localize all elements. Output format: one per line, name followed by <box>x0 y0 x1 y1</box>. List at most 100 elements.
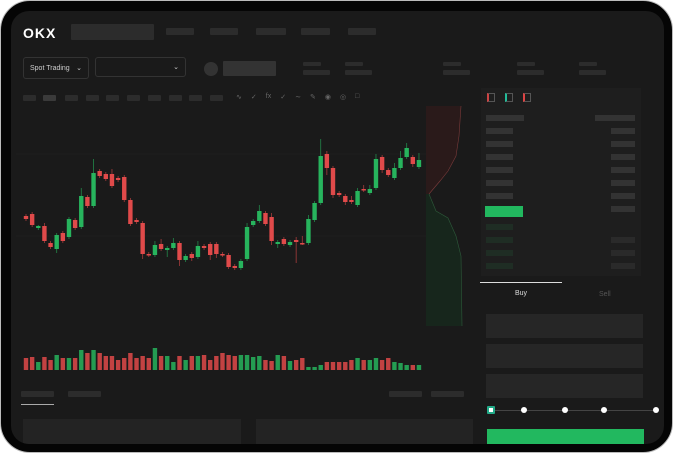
check-icon[interactable]: ✓ <box>250 94 257 101</box>
volume-bar <box>85 353 90 370</box>
ask-price <box>486 193 513 199</box>
candle <box>165 248 170 250</box>
buy-tab-underline <box>480 282 562 283</box>
tab-sell[interactable]: Sell <box>599 291 611 298</box>
slider-stop[interactable] <box>601 407 607 413</box>
candle <box>79 196 84 227</box>
timeframe-button[interactable] <box>189 95 202 101</box>
timeframe-button[interactable] <box>169 95 182 101</box>
assets-panel <box>256 419 473 444</box>
candle <box>85 197 90 206</box>
volume-bar <box>373 358 379 370</box>
volume-bar <box>398 363 403 370</box>
slider-stop[interactable] <box>562 407 568 413</box>
volume-bar <box>171 362 176 370</box>
candle <box>361 189 366 191</box>
chevron-down-icon: ⌄ <box>173 64 179 71</box>
nav-item[interactable] <box>301 28 330 35</box>
total-input[interactable] <box>486 374 643 398</box>
order-amount <box>611 154 635 160</box>
candle <box>330 168 336 195</box>
market-type-select[interactable]: Spot Trading ⌄ <box>23 57 89 79</box>
volume-bar <box>23 358 29 370</box>
volume-bar <box>355 358 360 370</box>
candle <box>373 159 379 188</box>
bids-depth-line <box>428 193 463 326</box>
bid-price <box>486 237 513 243</box>
tab-buy[interactable]: Buy <box>515 290 528 297</box>
amount-input[interactable] <box>486 344 643 368</box>
stat-label <box>345 62 363 66</box>
volume-bar <box>300 358 305 370</box>
candle <box>122 177 127 200</box>
fx-icon[interactable]: fx <box>265 93 272 100</box>
slider-stop[interactable] <box>653 407 659 413</box>
candle <box>134 220 139 222</box>
tab-option[interactable] <box>389 391 422 397</box>
candle <box>416 160 422 167</box>
tab-open-orders[interactable] <box>21 391 54 397</box>
candle <box>171 243 176 248</box>
timeframe-button[interactable] <box>148 95 161 101</box>
timeframe-button[interactable] <box>127 95 140 101</box>
bids-icon[interactable] <box>505 93 513 102</box>
candle <box>103 174 109 179</box>
volume-bar <box>60 358 66 370</box>
volume-bar <box>349 360 354 370</box>
order-amount <box>611 237 635 243</box>
candle <box>214 244 219 254</box>
candle <box>300 243 305 245</box>
volume-bar <box>275 355 280 370</box>
order-amount <box>611 128 635 134</box>
slider-handle[interactable] <box>487 406 495 414</box>
volume-bar <box>54 355 59 370</box>
candle <box>152 245 158 255</box>
line-icon[interactable]: ∼ <box>295 94 301 101</box>
volume-bar <box>103 356 109 370</box>
volume-bar <box>109 356 115 370</box>
timeframe-button[interactable] <box>106 95 119 101</box>
target-icon[interactable]: ◎ <box>339 94 347 101</box>
stat-value <box>345 70 372 75</box>
nav-item[interactable] <box>256 28 286 35</box>
both-sides-icon[interactable] <box>487 93 495 102</box>
nav-item[interactable] <box>166 28 194 35</box>
volume-bar <box>287 361 293 370</box>
candlestick-chart[interactable] <box>16 106 426 376</box>
volume-bar <box>97 353 102 370</box>
ask-price <box>486 180 513 186</box>
tab-order-history[interactable] <box>68 391 101 397</box>
order-amount <box>611 263 635 269</box>
timeframe-button[interactable] <box>86 95 99 101</box>
candle <box>72 220 78 228</box>
tab-option[interactable] <box>431 391 464 397</box>
volume-bar <box>410 365 416 370</box>
search-bar[interactable] <box>71 24 154 40</box>
slider-stop[interactable] <box>521 407 527 413</box>
check-icon[interactable]: ✓ <box>280 94 287 101</box>
nav-item[interactable] <box>348 28 376 35</box>
pair-select[interactable]: ⌄ <box>95 57 186 77</box>
volume-bar <box>66 358 72 370</box>
expand-icon[interactable]: □ <box>355 93 360 100</box>
volume-bar <box>140 356 145 370</box>
buy-button[interactable] <box>487 429 644 444</box>
timeframe-button[interactable] <box>65 95 78 101</box>
candle <box>404 148 409 157</box>
candle <box>48 243 53 247</box>
volume-bar <box>238 355 244 370</box>
nav-item[interactable] <box>210 28 238 35</box>
indicator-icon[interactable]: ∿ <box>236 94 242 101</box>
candle <box>398 158 403 168</box>
volume-bar <box>201 355 207 370</box>
price-input[interactable] <box>486 314 643 338</box>
amount-slider[interactable] <box>487 406 659 414</box>
camera-icon[interactable]: ◉ <box>324 94 331 101</box>
asks-icon[interactable] <box>523 93 531 102</box>
pencil-icon[interactable]: ✎ <box>309 94 316 101</box>
timeframe-button[interactable] <box>23 95 36 101</box>
timeframe-button[interactable] <box>210 95 223 101</box>
volume-bar <box>343 362 348 370</box>
timeframe-button[interactable] <box>43 95 56 101</box>
coin-icon <box>204 62 218 76</box>
